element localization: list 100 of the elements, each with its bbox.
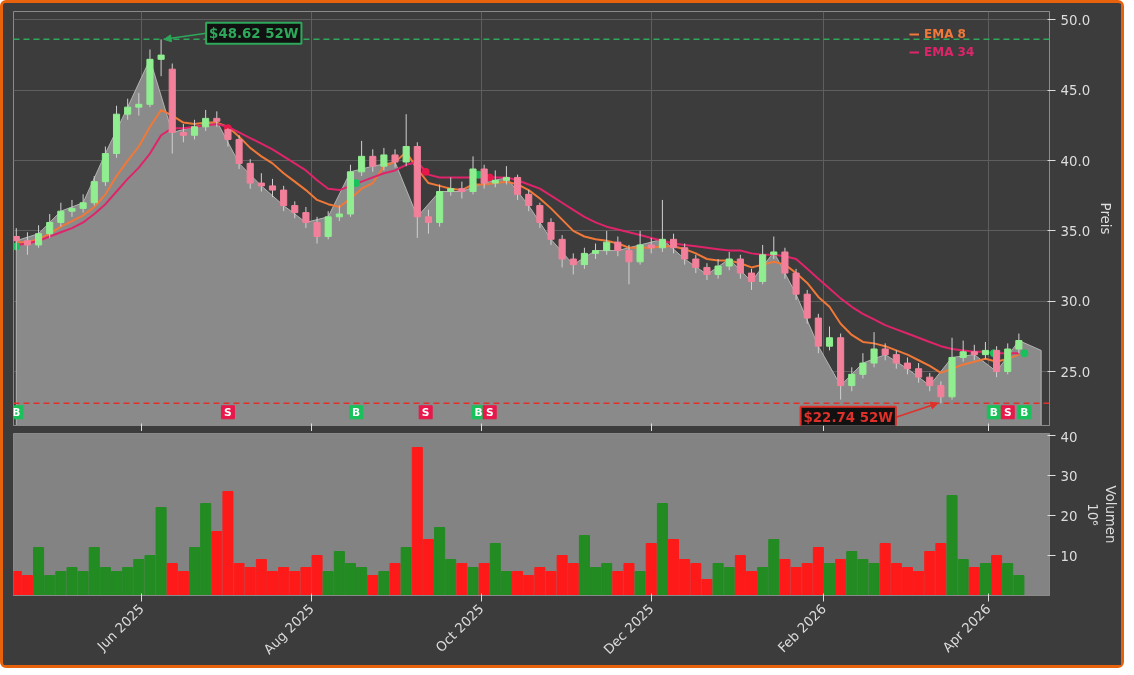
y-tick-label: 50.0: [1060, 12, 1091, 28]
candlestick: [447, 176, 455, 197]
annotation: B: [1020, 405, 1029, 419]
candlestick: [569, 252, 577, 275]
candlestick: [235, 134, 243, 170]
candlestick: [380, 147, 388, 171]
candlestick: [736, 254, 744, 280]
bar: [835, 559, 847, 596]
legend-label: EMA 34: [924, 45, 975, 59]
candlestick: [469, 155, 477, 195]
bar: [991, 555, 1003, 596]
candlestick: [23, 231, 31, 256]
bar: [634, 571, 646, 596]
candlestick: [79, 193, 87, 214]
candlestick: [792, 268, 800, 301]
annotation: S: [1003, 405, 1012, 419]
candlestick: [859, 352, 867, 380]
candlestick: [402, 113, 410, 167]
candlestick: [681, 243, 689, 266]
y-tick-label: 35.0: [1060, 223, 1091, 239]
bar: [367, 575, 379, 596]
annotation: $48.62 52W: [209, 25, 299, 41]
candlestick: [725, 251, 733, 271]
candlestick: [268, 178, 277, 198]
candlestick: [669, 233, 678, 254]
candlestick: [692, 254, 700, 274]
y-axis-title: Volumen 10⁶: [1085, 485, 1119, 544]
candlestick: [369, 148, 377, 173]
candlestick: [536, 202, 544, 229]
bar: [823, 563, 835, 596]
candlestick: [558, 234, 566, 268]
candlestick: [525, 189, 533, 212]
candlestick: [926, 372, 934, 392]
candlestick: [90, 175, 98, 207]
bar: [378, 571, 390, 596]
candlestick: [993, 345, 1001, 378]
bar: [968, 567, 980, 596]
y-tick-label: 40: [1060, 429, 1078, 445]
candlestick: [302, 206, 310, 229]
bar: [456, 563, 468, 596]
candlestick: [157, 38, 165, 77]
candlestick: [324, 210, 332, 240]
candlestick: [57, 202, 65, 228]
y-tick-label: 20: [1060, 508, 1078, 524]
bar: [389, 563, 401, 596]
candlestick: [179, 123, 187, 143]
annotation: $22.74 52W: [803, 409, 894, 425]
candlestick: [424, 209, 433, 235]
candlestick: [747, 268, 756, 291]
candlestick: [603, 230, 611, 256]
candlestick: [35, 224, 43, 249]
candlestick: [313, 216, 321, 245]
candlestick: [1015, 333, 1023, 354]
bar: [979, 563, 991, 596]
candlestick: [246, 158, 254, 190]
candlestick: [124, 98, 132, 121]
candlestick: [625, 244, 633, 285]
annotation: S: [224, 405, 232, 419]
candlestick: [46, 213, 54, 239]
candlestick: [135, 92, 143, 117]
y-tick-label: 10: [1060, 548, 1078, 564]
candlestick: [580, 247, 588, 270]
candlestick: [803, 289, 811, 325]
bar: [467, 567, 479, 596]
annotation: B: [351, 405, 361, 419]
y-tick-label: 40.0: [1060, 153, 1091, 169]
candlestick: [480, 164, 488, 190]
candlestick: [358, 140, 366, 177]
candlestick: [636, 230, 644, 266]
candlestick: [458, 181, 466, 200]
bar: [478, 563, 490, 596]
candlestick: [658, 199, 666, 253]
annotation: B: [474, 405, 483, 419]
y-tick-label: 30.0: [1060, 294, 1091, 310]
y-tick-label: 30: [1060, 468, 1078, 484]
candlestick: [391, 148, 399, 169]
annotation: B: [12, 405, 21, 419]
candlestick: [280, 185, 288, 212]
candlestick: [514, 174, 522, 201]
candlestick: [825, 326, 834, 351]
candlestick: [770, 236, 778, 260]
bar: [645, 543, 657, 596]
candlestick: [714, 258, 722, 280]
candlestick: [547, 217, 555, 246]
candlestick: [937, 380, 945, 404]
annotation: B: [989, 405, 998, 419]
candlestick: [781, 247, 789, 280]
bar: [400, 547, 412, 596]
candlestick: [959, 340, 967, 363]
candlestick: [190, 119, 199, 140]
candlestick: [848, 366, 856, 392]
candlestick: [68, 199, 76, 218]
y-axis-title: Preis: [1098, 202, 1114, 235]
candlestick: [502, 165, 510, 185]
y-tick-label: 25.0: [1060, 364, 1091, 380]
candlestick: [703, 262, 711, 281]
candlestick: [257, 172, 265, 192]
legend-label: EMA 8: [924, 27, 966, 41]
candlestick: [614, 236, 622, 257]
candlestick: [915, 362, 923, 384]
